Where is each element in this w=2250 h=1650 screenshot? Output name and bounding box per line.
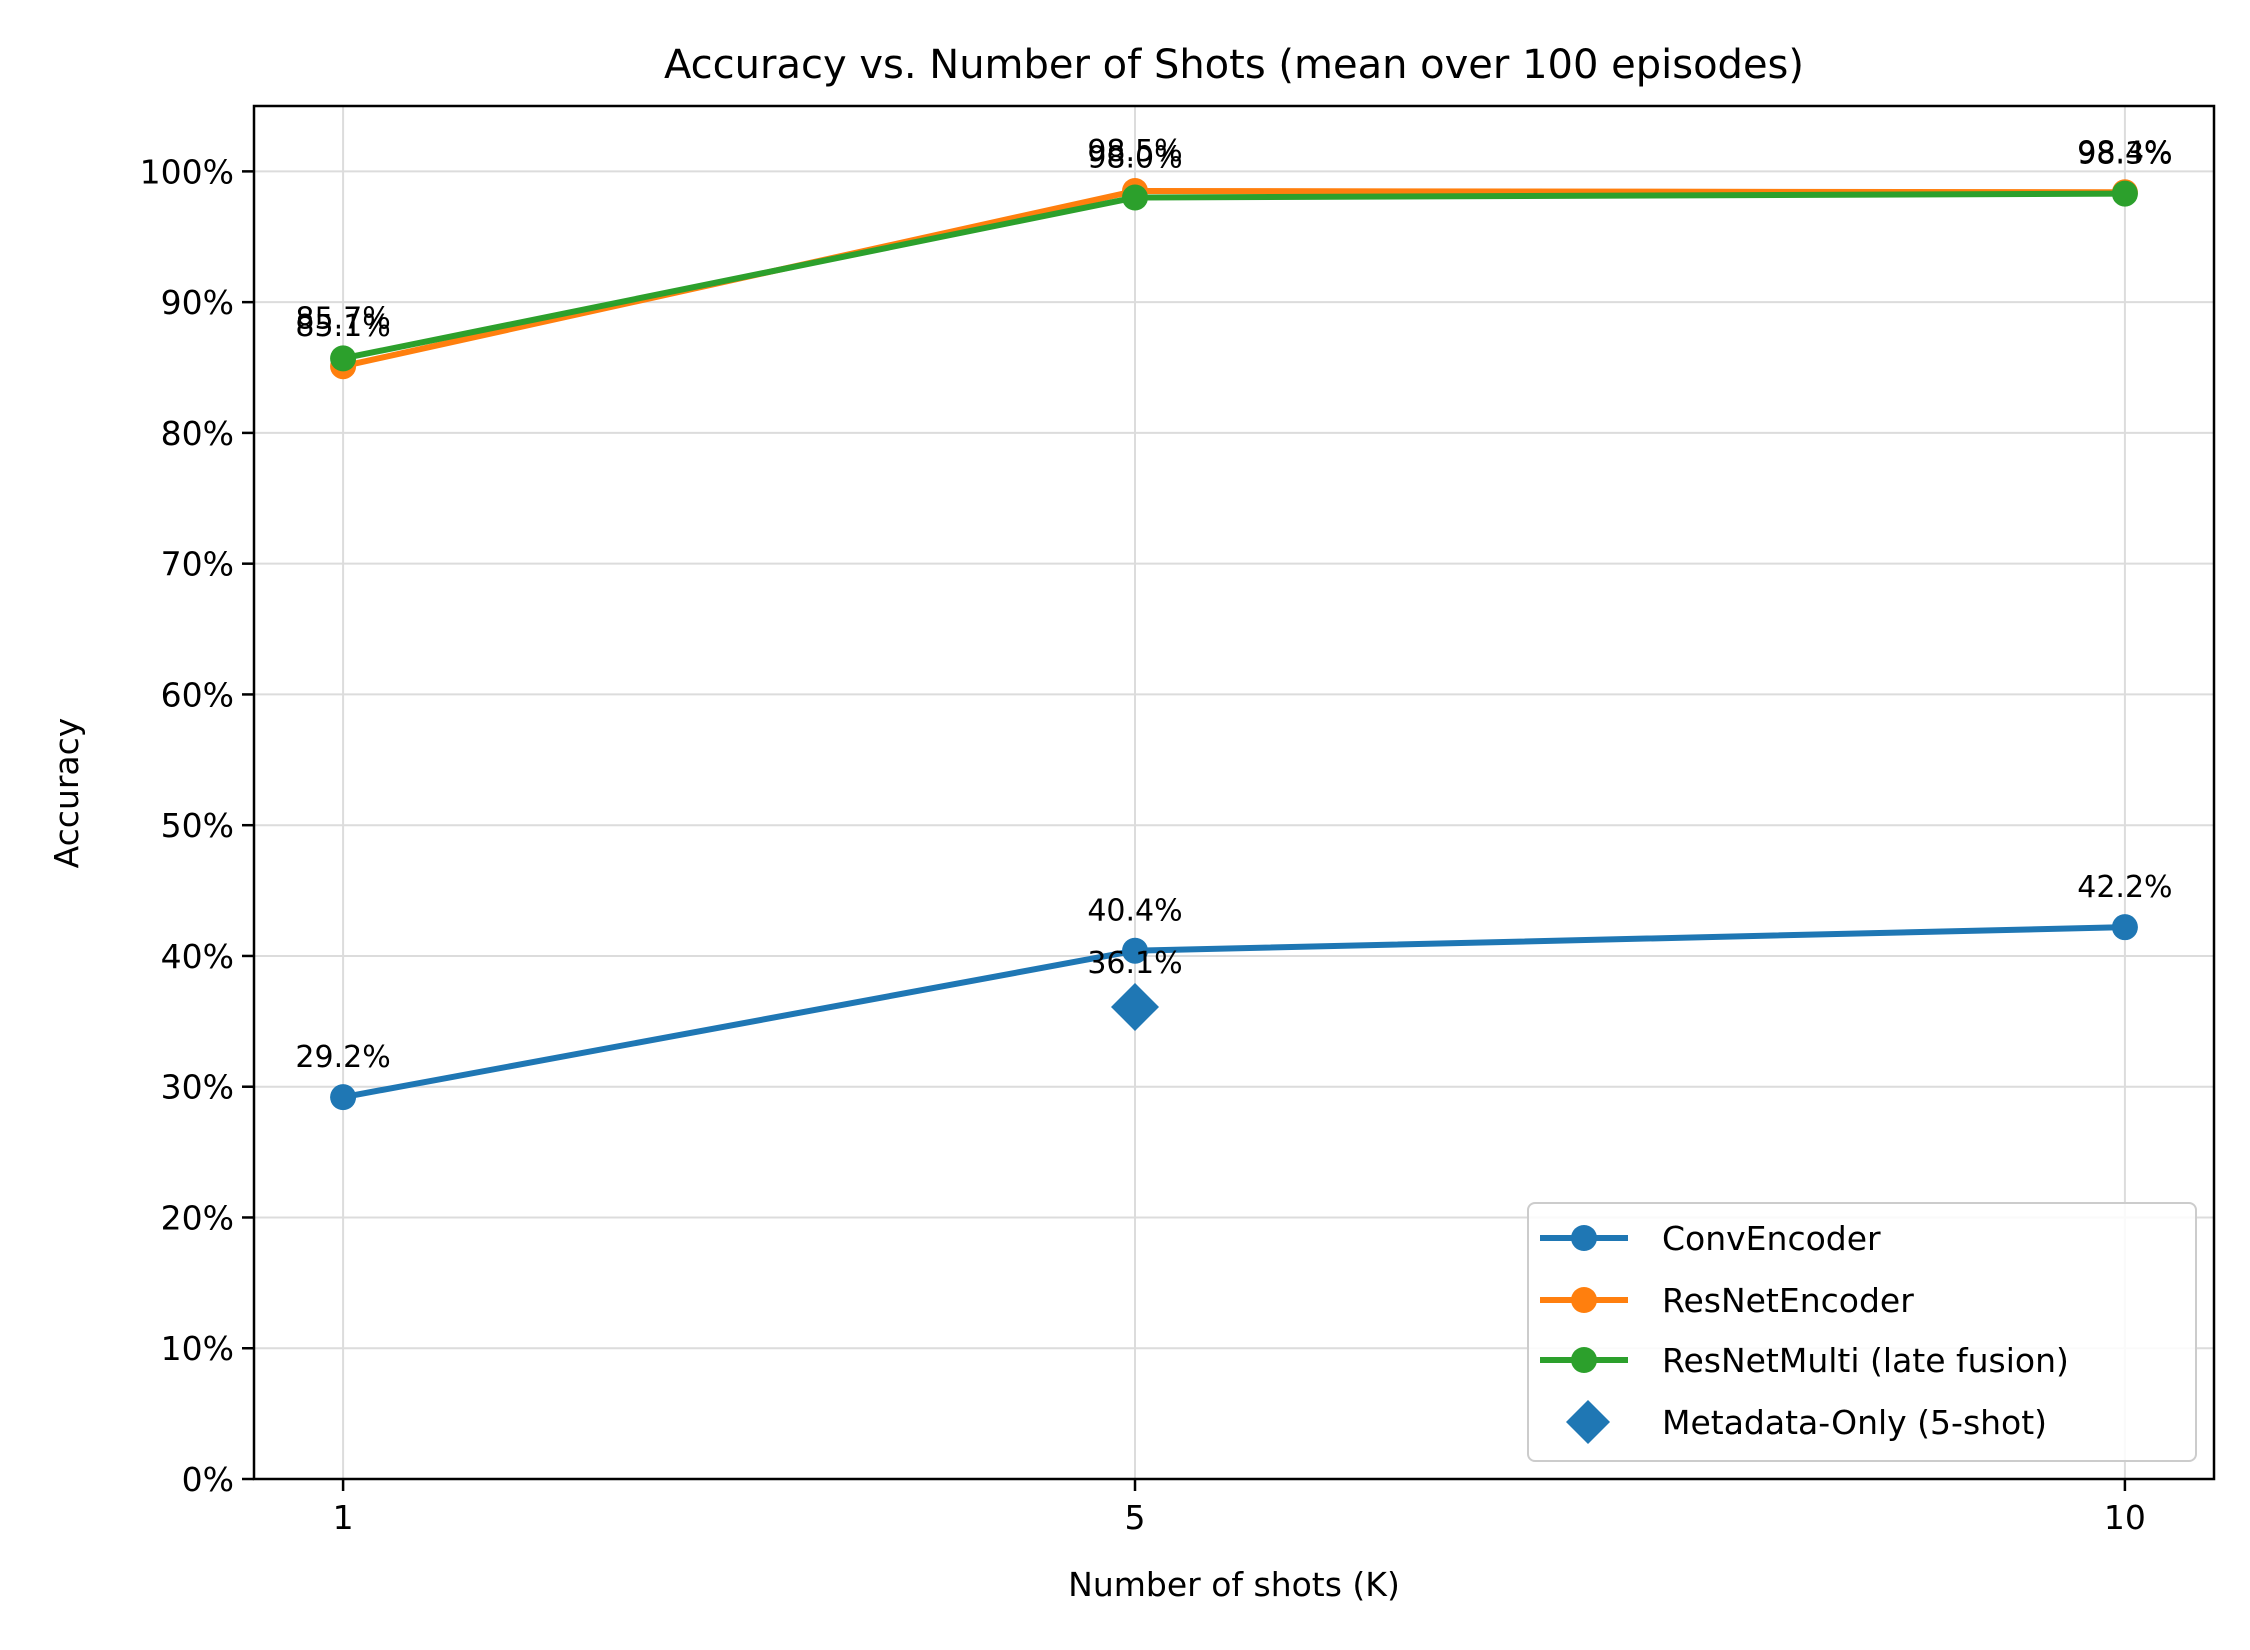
chart-title: Accuracy vs. Number of Shots (mean over … <box>664 42 1804 88</box>
legend-marker <box>1571 1347 1597 1373</box>
data-point <box>330 345 357 372</box>
data-label: 98.0% <box>1087 141 1182 176</box>
metadata-point <box>1111 982 1160 1031</box>
x-axis: 1 5 10 <box>333 1479 2146 1537</box>
series-line <box>342 924 2125 1101</box>
data-point <box>1122 184 1149 211</box>
y-tick-label: 20% <box>161 1198 234 1237</box>
series-2 <box>330 180 2138 372</box>
series-line <box>342 190 2125 362</box>
legend-marker <box>1566 1400 1610 1444</box>
data-label: 42.2% <box>2077 870 2172 905</box>
y-tick-label: 40% <box>161 937 234 976</box>
y-tick-label: 70% <box>161 545 234 584</box>
x-tick-label: 10 <box>2104 1498 2146 1537</box>
y-tick-label: 60% <box>161 675 234 714</box>
data-point <box>1122 937 1149 964</box>
data-label: 98.3% <box>2077 137 2172 172</box>
series-line <box>342 187 2125 370</box>
x-tick-label: 1 <box>333 1498 354 1537</box>
data-label: 36.1% <box>1087 946 1182 981</box>
data-point <box>2111 180 2138 207</box>
legend-entry-label: ResNetMulti (late fusion) <box>1662 1341 2069 1380</box>
data-label: 98.4% <box>2077 135 2172 170</box>
y-tick-label: 80% <box>161 414 234 453</box>
data-label: 85.1% <box>295 309 390 344</box>
y-tick-label: 10% <box>161 1329 234 1368</box>
y-tick-label: 30% <box>161 1068 234 1107</box>
y-tick-label: 50% <box>161 806 234 845</box>
data-point <box>2111 914 2138 941</box>
y-axis-label: Accuracy <box>47 718 86 869</box>
series-layer <box>330 177 2138 1111</box>
data-label: 29.2% <box>295 1040 390 1075</box>
x-tick-label: 5 <box>1125 1498 1146 1537</box>
legend-entry-label: ResNetEncoder <box>1662 1281 1914 1320</box>
data-label: 40.4% <box>1087 894 1182 929</box>
data-labels-layer: 29.2% 40.4% 42.2% 85.1% 98.5% 98.4% 85.7% 98.0%… <box>295 134 2172 1075</box>
x-axis-label: Number of shots (K) <box>1068 1565 1400 1604</box>
y-axis: 0% 10% 20% 30% 40% 50% 60% 70% 80% 90% 100% <box>140 152 254 1499</box>
data-point <box>330 1084 357 1111</box>
y-tick-label: 100% <box>140 152 234 191</box>
series-1 <box>330 177 2138 380</box>
legend: ConvEncoder ResNetEncoder ResNetMulti (lat… <box>1527 1202 2197 1462</box>
data-label: 85.7% <box>295 301 390 336</box>
legend-marker <box>1571 1287 1597 1313</box>
legend-marker <box>1571 1225 1597 1251</box>
plot-frame <box>252 104 2216 1481</box>
y-tick-label: 90% <box>161 283 234 322</box>
legend-entry-label: ConvEncoder <box>1662 1219 1881 1258</box>
legend-entry-label: Metadata-Only (5-shot) <box>1662 1403 2047 1442</box>
data-label: 98.5% <box>1087 134 1182 169</box>
series-0 <box>330 914 2138 1111</box>
legend-box <box>1527 1202 2197 1462</box>
y-tick-label: 0% <box>182 1460 234 1499</box>
